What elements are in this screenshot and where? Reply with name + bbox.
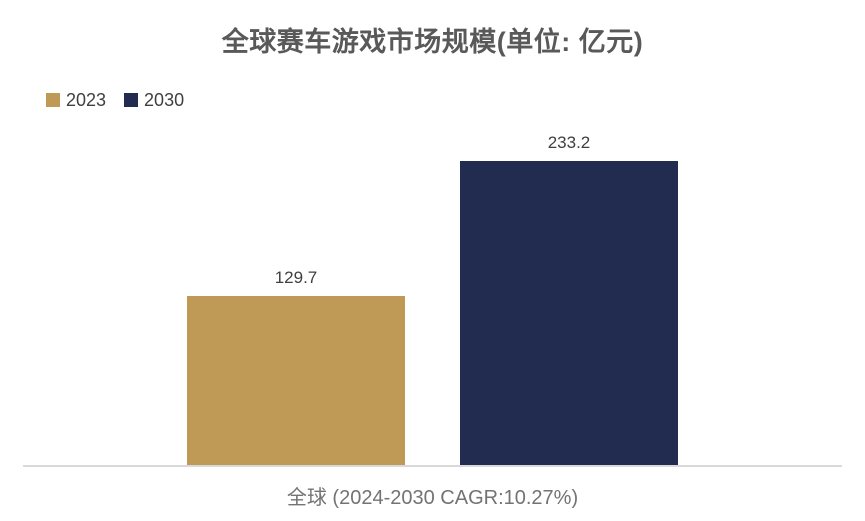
chart-title: 全球赛车游戏市场规模(单位: 亿元) xyxy=(221,27,644,57)
legend-item-2023: 2023 xyxy=(46,91,106,109)
bar-value-label-2023: 129.7 xyxy=(274,268,318,288)
x-axis-category-label: 全球 (2024-2030 CAGR:10.27%) xyxy=(286,487,579,509)
x-axis-line xyxy=(23,465,842,467)
legend-swatch-2030 xyxy=(124,93,139,107)
legend: 2023 2030 xyxy=(46,91,184,109)
bar-group-2030: 233.2 xyxy=(460,134,678,466)
bar-value-label-2030: 233.2 xyxy=(547,133,591,153)
bar-2023 xyxy=(187,296,405,466)
bar-2030 xyxy=(460,161,678,466)
legend-swatch-2023 xyxy=(46,93,60,107)
legend-item-2030: 2030 xyxy=(124,91,184,109)
bar-group-2023: 129.7 xyxy=(187,269,405,466)
legend-label-2023: 2023 xyxy=(66,90,107,110)
legend-label-2030: 2030 xyxy=(144,90,185,110)
